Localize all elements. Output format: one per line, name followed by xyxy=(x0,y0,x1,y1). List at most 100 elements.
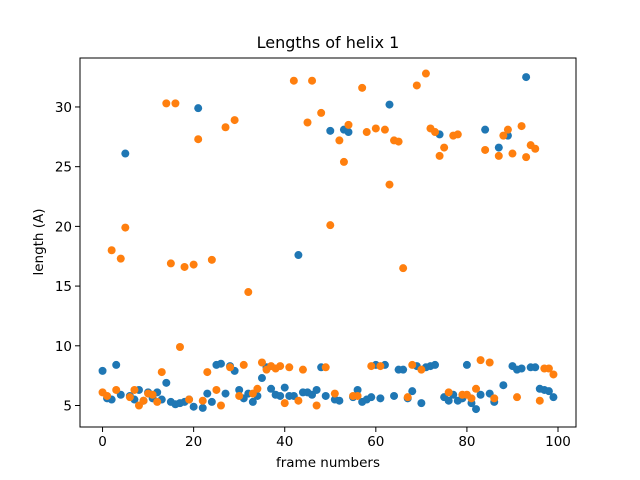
point xyxy=(221,123,230,132)
point xyxy=(216,401,225,410)
y-tick-label: 20 xyxy=(55,219,72,235)
point xyxy=(221,389,230,398)
point xyxy=(549,393,558,402)
point xyxy=(239,360,248,369)
point xyxy=(312,401,321,410)
point xyxy=(367,362,376,371)
point xyxy=(499,381,508,390)
point xyxy=(462,360,471,369)
point xyxy=(476,390,485,399)
point xyxy=(112,385,121,394)
point xyxy=(490,394,499,403)
point xyxy=(121,149,130,158)
point xyxy=(362,128,371,137)
point xyxy=(194,104,203,113)
x-axis-label: frame numbers xyxy=(276,455,380,471)
point xyxy=(321,391,330,400)
point xyxy=(216,359,225,368)
axes-frame xyxy=(79,57,577,428)
point xyxy=(153,397,162,406)
point xyxy=(121,223,130,232)
point xyxy=(162,99,171,108)
point xyxy=(257,374,266,383)
point xyxy=(517,364,526,373)
point xyxy=(276,391,285,400)
point xyxy=(171,99,180,108)
y-tick-label: 30 xyxy=(55,100,72,116)
point xyxy=(385,180,394,189)
x-tick-label: 20 xyxy=(185,434,202,450)
x-tick-label: 0 xyxy=(98,434,107,450)
point xyxy=(130,385,139,394)
point xyxy=(494,151,503,160)
point xyxy=(517,122,526,131)
point xyxy=(139,396,148,405)
point xyxy=(335,136,344,145)
point xyxy=(353,391,362,400)
point xyxy=(431,360,440,369)
point xyxy=(303,118,312,127)
point xyxy=(116,254,125,263)
point xyxy=(472,384,481,393)
point xyxy=(499,131,508,140)
point xyxy=(476,356,485,365)
point xyxy=(175,342,184,351)
point xyxy=(198,403,207,412)
point xyxy=(344,128,353,137)
point xyxy=(294,251,303,260)
point xyxy=(235,385,244,394)
point xyxy=(148,390,157,399)
point xyxy=(371,124,380,133)
point xyxy=(399,365,408,374)
point xyxy=(107,246,116,255)
point xyxy=(248,397,257,406)
point xyxy=(481,125,490,134)
point xyxy=(166,259,175,268)
point xyxy=(440,143,449,152)
point xyxy=(390,391,399,400)
point xyxy=(203,368,212,377)
point xyxy=(253,384,262,393)
point xyxy=(194,135,203,144)
point xyxy=(503,125,512,134)
point xyxy=(408,387,417,396)
point xyxy=(298,365,307,374)
point xyxy=(212,385,221,394)
point xyxy=(267,384,276,393)
point xyxy=(376,362,385,371)
point xyxy=(294,396,303,405)
x-tick-label: 60 xyxy=(367,434,384,450)
point xyxy=(326,221,335,230)
y-tick-label: 5 xyxy=(63,399,72,415)
point xyxy=(444,396,453,405)
y-axis-label: length (A) xyxy=(31,208,47,275)
point xyxy=(244,288,253,297)
point xyxy=(207,255,216,264)
point xyxy=(467,394,476,403)
point xyxy=(98,366,107,375)
point xyxy=(289,76,298,85)
point xyxy=(185,395,194,404)
x-tick-label: 40 xyxy=(276,434,293,450)
point xyxy=(280,399,289,408)
point xyxy=(531,363,540,372)
point xyxy=(226,363,235,372)
point xyxy=(317,108,326,117)
point xyxy=(485,358,494,367)
point xyxy=(326,126,335,135)
point xyxy=(308,76,317,85)
y-tick-label: 15 xyxy=(55,279,72,295)
point xyxy=(189,260,198,269)
point xyxy=(112,360,121,369)
point xyxy=(421,69,430,78)
point xyxy=(513,393,522,402)
point xyxy=(444,388,453,397)
point xyxy=(335,396,344,405)
point xyxy=(403,393,412,402)
point xyxy=(125,393,134,402)
point xyxy=(276,362,285,371)
chart-title: Lengths of helix 1 xyxy=(257,33,400,52)
point xyxy=(189,402,198,411)
point xyxy=(412,81,421,90)
